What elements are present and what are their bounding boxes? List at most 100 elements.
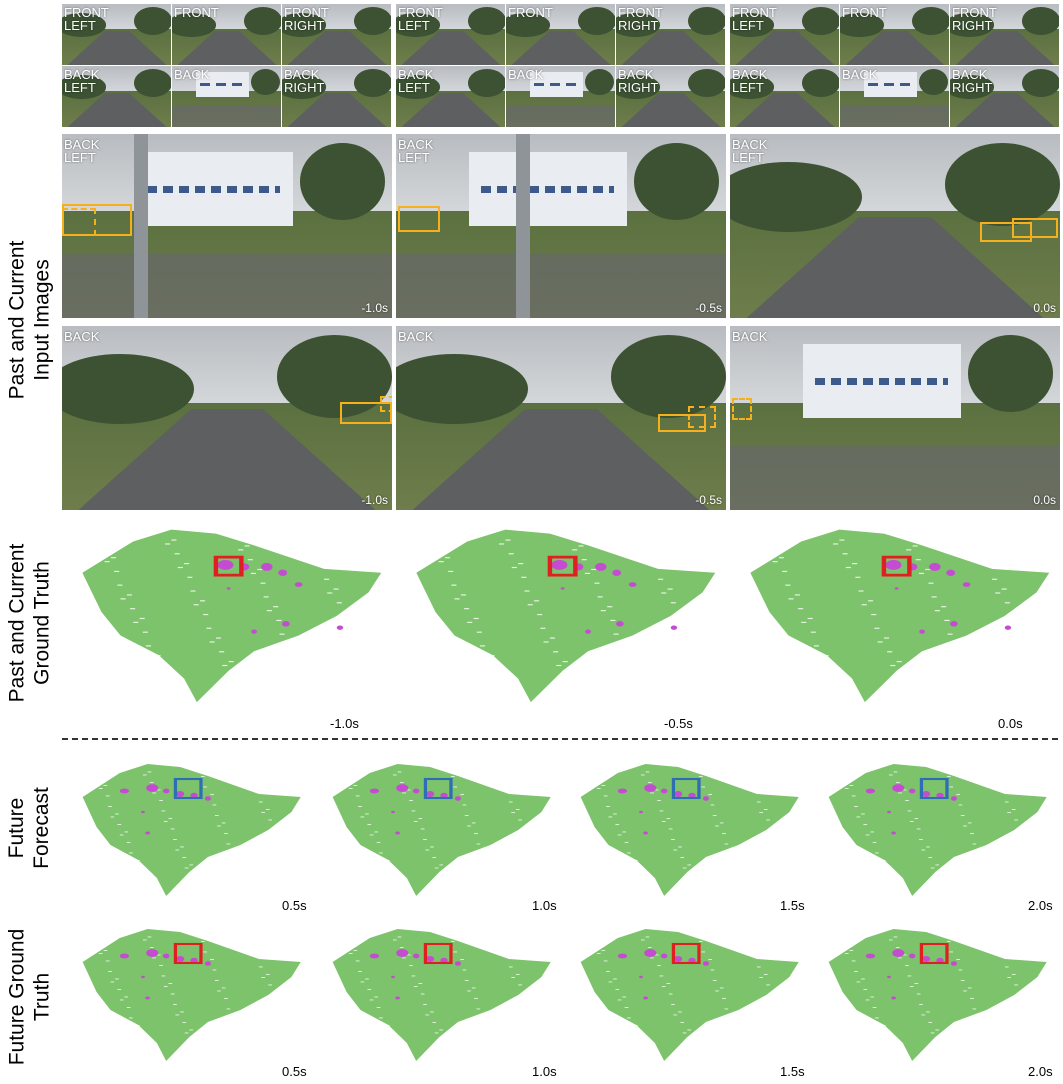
map-speckle [919,1004,923,1005]
map-speckle [539,1031,543,1032]
object-blob [688,957,696,964]
map-speckle [722,833,726,834]
object-blob [892,949,905,957]
map-speckle [661,821,666,822]
map-speckle [1004,602,1010,604]
object-blob [628,582,637,587]
map-speckle [842,553,848,555]
map-speckle [471,822,476,824]
map-speckle [594,777,599,779]
map-speckle [369,834,374,836]
time-label: -0.5s [695,301,722,315]
map-speckle [365,813,369,815]
map-speckle [454,598,460,600]
map-speckle [624,1007,629,1008]
map-speckle [666,983,671,984]
map-speckle [308,541,314,543]
object-blob [908,788,916,794]
map-speckle [138,870,143,872]
map-speckle [726,854,731,855]
map-speckle [1007,977,1011,978]
object-blob [412,953,420,959]
camera-view: BACK LEFT [396,66,505,127]
map-speckle [402,792,406,794]
map-speckle [940,885,944,887]
map-speckle [960,657,966,659]
map-speckle [875,852,879,854]
camera-view: FRONT LEFT [730,4,839,65]
camera-view: BACK RIGHT [616,66,725,127]
map-speckle [886,1046,891,1047]
tree [585,69,614,96]
map-speckle [993,938,998,939]
map-speckle [200,941,205,942]
map-speckle [191,1040,196,1041]
map-speckle [594,582,600,584]
map-speckle [553,651,559,653]
map-speckle [105,795,110,797]
map-speckle [937,1040,942,1041]
object-blob [921,956,931,962]
object-blob [585,629,591,634]
map-speckle [634,1025,638,1026]
map-speckle [745,938,750,939]
map-speckle [257,568,263,571]
map-speckle [928,1022,933,1023]
map-speckle [766,819,770,821]
map-speckle [131,1028,136,1029]
map-speckle [358,806,362,807]
map-speckle [336,602,342,604]
map-speckle [587,935,592,936]
map-speckle [105,960,110,962]
map-speckle [386,860,390,861]
map-speckle [224,998,228,999]
map-speckle [117,584,123,586]
map-speckle [615,989,620,990]
tree [577,7,615,35]
map-speckle [158,668,164,671]
map-speckle [464,608,470,610]
map-speckle [995,948,1000,950]
map-speckle [1000,780,1005,782]
map-speckle [949,786,953,788]
map-speckle [1028,1023,1032,1025]
map-speckle [668,993,673,995]
map-speckle [849,785,854,786]
map-speckle [682,1032,687,1034]
map-speckle [736,1037,740,1038]
map-speckle [529,848,534,849]
time-label: 1.5s [780,1064,805,1079]
map-speckle [277,1002,282,1004]
map-speckle [682,867,687,869]
map-speckle [775,837,780,839]
map-speckle [915,559,921,561]
map-speckle [1007,615,1014,618]
map-speckle [381,1028,386,1029]
map-speckle [418,818,423,819]
map-speckle [970,833,974,834]
object-blob [440,957,448,964]
camera-label: BACK RIGHT [618,67,659,95]
camera-view: BACK [506,66,615,127]
object-blob [670,625,678,630]
map-speckle [1028,858,1032,860]
map-speckle [228,854,233,855]
object-blob [617,953,628,959]
map-speckle [439,864,444,866]
map-speckle [778,557,785,559]
map-speckle [1016,995,1021,996]
object-box [62,208,96,236]
tree [62,75,106,99]
map-speckle [589,1038,594,1040]
map-speckle [895,947,900,948]
map-speckle [789,876,794,878]
map-speckle [549,637,556,639]
map-speckle [518,984,522,986]
map-speckle [159,800,163,801]
map-speckle [882,1025,886,1026]
map-speckle [958,969,963,971]
occupancy-map [580,929,799,1061]
map-speckle [110,557,117,559]
map-speckle [173,1004,177,1005]
map-speckle [858,590,864,592]
